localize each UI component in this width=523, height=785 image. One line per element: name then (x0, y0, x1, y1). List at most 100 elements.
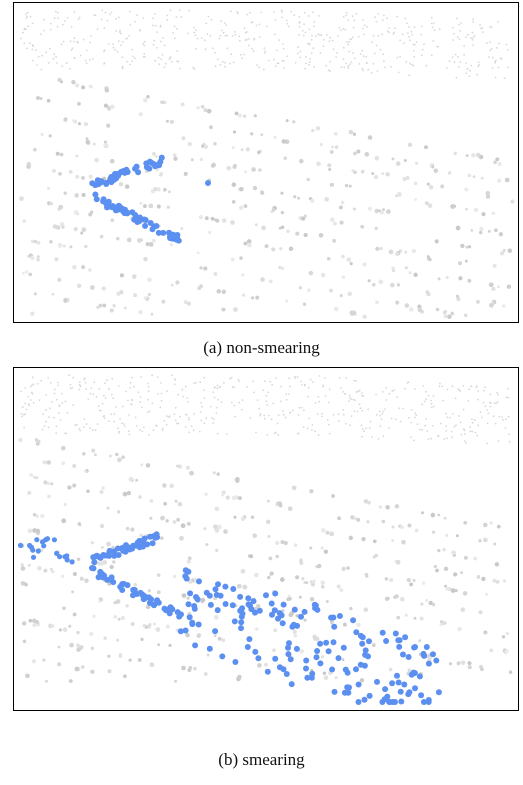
point (177, 394, 179, 396)
point (476, 153, 481, 158)
point (299, 596, 302, 599)
point (91, 647, 94, 650)
point (508, 433, 510, 435)
point (156, 162, 162, 168)
point (204, 672, 208, 676)
point (340, 29, 342, 31)
point (415, 414, 417, 416)
point (359, 403, 361, 405)
point (326, 34, 328, 36)
point (486, 443, 488, 445)
point (321, 585, 324, 588)
point (329, 61, 331, 63)
point (468, 388, 470, 390)
point (207, 646, 213, 652)
point (426, 290, 429, 293)
point (234, 405, 236, 407)
point (129, 659, 132, 662)
point (117, 51, 119, 53)
point (179, 9, 181, 11)
point (113, 397, 115, 399)
point (308, 387, 310, 389)
point (460, 571, 463, 574)
point (185, 426, 187, 428)
point (471, 65, 473, 67)
point (379, 505, 382, 508)
point (64, 20, 66, 22)
point (118, 618, 121, 621)
point (189, 620, 195, 626)
point (258, 168, 261, 171)
point (369, 427, 371, 429)
point (399, 56, 401, 58)
point (18, 438, 22, 442)
point (227, 47, 229, 49)
point (239, 40, 241, 42)
point (338, 420, 340, 422)
point (180, 16, 182, 18)
point (431, 54, 433, 56)
point (179, 68, 181, 70)
point (118, 385, 120, 387)
point (241, 57, 243, 59)
point (139, 429, 141, 431)
point (317, 33, 319, 35)
point (139, 401, 141, 403)
point (131, 60, 133, 62)
point (195, 382, 197, 384)
point (506, 44, 508, 46)
point (74, 227, 78, 231)
point (24, 403, 26, 405)
point (461, 434, 463, 436)
point (143, 624, 146, 627)
point (253, 392, 255, 394)
point (45, 421, 47, 423)
point (495, 423, 497, 425)
point (52, 293, 55, 296)
point (205, 48, 207, 50)
point (427, 182, 430, 185)
point (170, 9, 172, 11)
point (288, 26, 290, 28)
point (495, 562, 499, 566)
point (35, 49, 37, 51)
point (236, 677, 241, 682)
point (130, 382, 132, 384)
point (155, 425, 157, 427)
point (224, 22, 226, 24)
point (275, 377, 277, 379)
point (40, 514, 44, 518)
point (442, 400, 444, 402)
point (453, 33, 455, 35)
point (148, 390, 150, 392)
point (73, 572, 77, 576)
point (493, 415, 495, 417)
point (312, 579, 316, 583)
point (30, 256, 34, 260)
point (431, 23, 433, 25)
point (394, 560, 397, 563)
point (173, 575, 176, 578)
point (365, 427, 367, 429)
point (301, 384, 303, 386)
point (469, 70, 471, 72)
point-cloud-panel (0, 2, 523, 324)
point (241, 569, 246, 574)
point (234, 416, 236, 418)
point (139, 112, 143, 116)
point (333, 48, 335, 50)
point (349, 63, 351, 65)
point (203, 377, 205, 379)
point (148, 589, 151, 592)
point (49, 407, 51, 409)
point (307, 43, 309, 45)
point (409, 271, 412, 274)
point (44, 425, 46, 427)
point (336, 655, 342, 661)
point (148, 386, 150, 388)
point (444, 585, 447, 588)
point (27, 25, 29, 27)
point (413, 273, 417, 277)
point (32, 376, 34, 378)
point (291, 622, 297, 628)
